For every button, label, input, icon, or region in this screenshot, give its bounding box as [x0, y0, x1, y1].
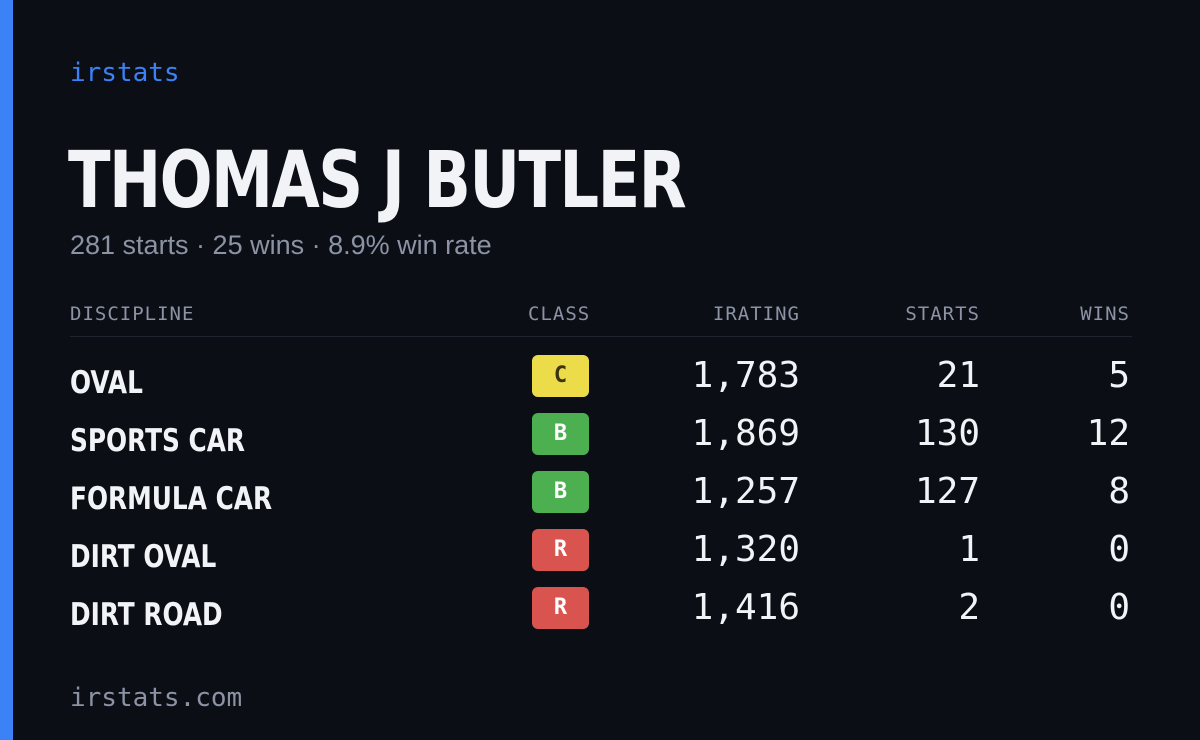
table-row: FORMULA CAR B 1,257 127 8 — [70, 469, 1132, 527]
irating-value: 1,783 — [691, 355, 800, 396]
wins-value: 0 — [1108, 529, 1130, 570]
discipline-name: SPORTS CAR — [70, 423, 246, 459]
table-body: OVAL C 1,783 21 5 SPORTS CAR B 1,869 130… — [70, 337, 1132, 643]
table-row: DIRT ROAD R 1,416 2 0 — [70, 585, 1132, 643]
class-badge: R — [532, 587, 589, 629]
wins-value: 5 — [1108, 355, 1130, 396]
table-row: OVAL C 1,783 21 5 — [70, 353, 1132, 411]
wins-value: 8 — [1108, 471, 1130, 512]
starts-value: 127 — [914, 471, 980, 512]
class-badge: B — [532, 413, 589, 455]
header-class: CLASS — [528, 303, 591, 325]
table-row: SPORTS CAR B 1,869 130 12 — [70, 411, 1132, 469]
irating-value: 1,416 — [691, 587, 800, 628]
player-name: THOMAS J BUTLER — [68, 136, 687, 226]
table-header: DISCIPLINE CLASS IRATING STARTS WINS — [70, 296, 1132, 337]
brand-logo: irstats — [70, 58, 180, 88]
table-row: DIRT OVAL R 1,320 1 0 — [70, 527, 1132, 585]
footer-url: irstats.com — [70, 683, 243, 713]
stats-table: DISCIPLINE CLASS IRATING STARTS WINS OVA… — [70, 296, 1132, 643]
class-badge: B — [532, 471, 589, 513]
wins-value: 12 — [1086, 413, 1130, 454]
irating-value: 1,257 — [691, 471, 800, 512]
wins-value: 0 — [1108, 587, 1130, 628]
starts-value: 1 — [958, 529, 980, 570]
discipline-name: FORMULA CAR — [70, 481, 273, 517]
discipline-name: OVAL — [70, 365, 143, 401]
header-discipline: DISCIPLINE — [70, 303, 195, 325]
header-starts: STARTS — [905, 303, 980, 325]
discipline-name: DIRT ROAD — [70, 597, 223, 633]
accent-bar — [0, 0, 13, 740]
irating-value: 1,320 — [691, 529, 800, 570]
player-summary: 281 starts · 25 wins · 8.9% win rate — [70, 230, 492, 260]
header-wins: WINS — [1080, 303, 1130, 325]
starts-value: 130 — [914, 413, 980, 454]
starts-value: 21 — [936, 355, 980, 396]
header-irating: IRATING — [712, 303, 800, 325]
class-badge: R — [532, 529, 589, 571]
class-badge: C — [532, 355, 589, 397]
discipline-name: DIRT OVAL — [70, 539, 217, 575]
starts-value: 2 — [958, 587, 980, 628]
irating-value: 1,869 — [691, 413, 800, 454]
